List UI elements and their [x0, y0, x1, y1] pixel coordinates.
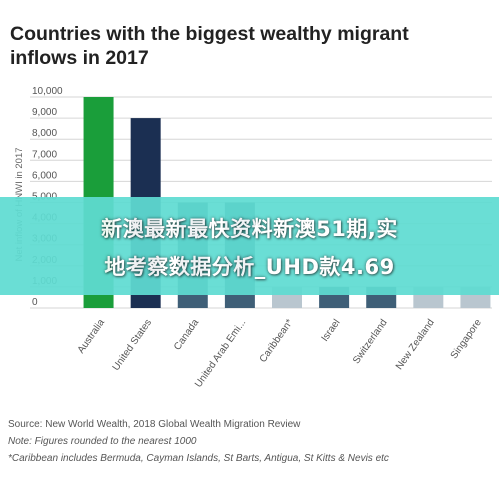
- x-tick-label: Switzerland: [351, 317, 390, 366]
- y-tick-label: 6,000: [32, 170, 57, 181]
- x-tick-label: New Zealand: [394, 317, 437, 372]
- x-tick-label: Australia: [76, 317, 108, 356]
- source-note: Source: New World Wealth, 2018 Global We…: [8, 419, 301, 430]
- x-tick-label: United States: [111, 317, 154, 372]
- x-tick-label: Caribbean*: [258, 317, 296, 364]
- x-tick-label: Singapore: [449, 317, 484, 361]
- chart-title-line-2: inflows in 2017: [10, 47, 149, 69]
- y-tick-label: 8,000: [32, 128, 57, 139]
- overlay-banner: 新澳最新最快资料新澳51期,实 地考察数据分析_UHD款4.69: [0, 197, 499, 295]
- x-tick-label: Canada: [172, 317, 201, 352]
- y-tick-label: 9,000: [32, 107, 57, 118]
- overlay-text-line-1: 新澳最新最快资料新澳51期,实: [101, 217, 398, 241]
- overlay-text-line-2: 地考察数据分析_UHD款4.69: [104, 255, 395, 279]
- y-tick-label: 7,000: [32, 149, 57, 160]
- y-tick-label: 0: [32, 297, 38, 308]
- x-tick-label: Israel: [320, 317, 343, 343]
- x-tick-label: United Arab Emi...: [193, 317, 248, 389]
- caribbean-footnote: *Caribbean includes Bermuda, Cayman Isla…: [8, 453, 389, 464]
- rounding-note: Note: Figures rounded to the nearest 100…: [8, 436, 197, 447]
- chart-title-line-1: Countries with the biggest wealthy migra…: [10, 23, 409, 45]
- chart-title: Countries with the biggest wealthy migra…: [10, 22, 480, 70]
- y-tick-label: 10,000: [32, 86, 63, 97]
